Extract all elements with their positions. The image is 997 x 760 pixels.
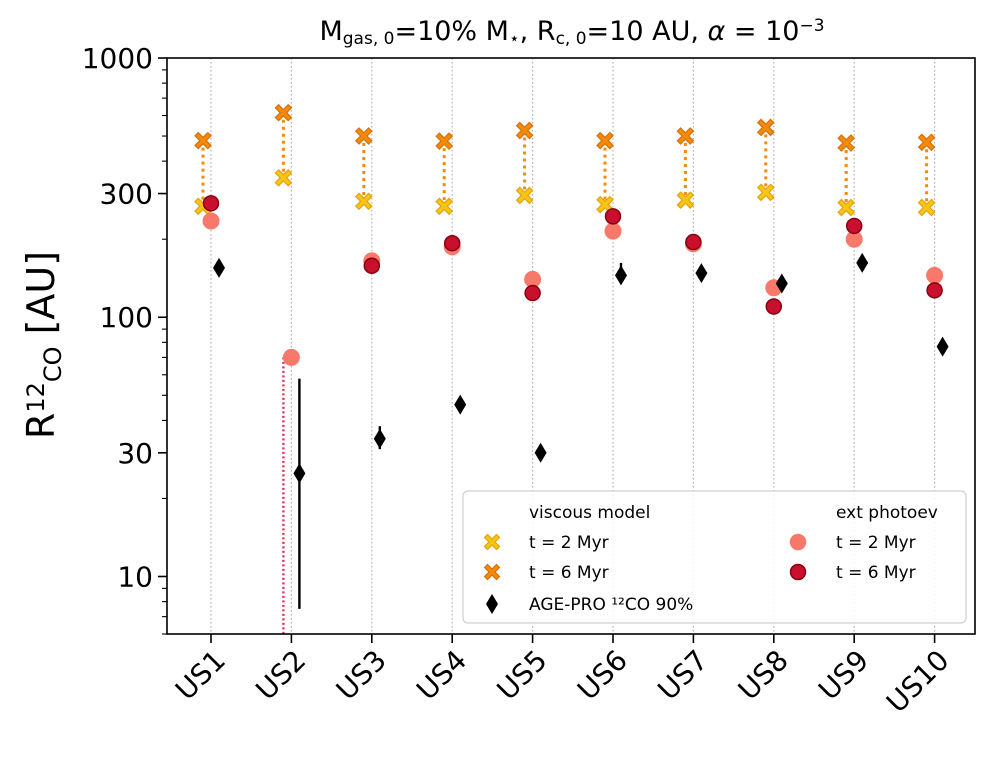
agepro-point-us7: [695, 263, 708, 284]
viscous-6myr-point-us5: [515, 121, 534, 140]
y-tick-label: 10: [117, 560, 153, 593]
x-tick-label-us3: US3: [330, 644, 393, 707]
legend-box: [462, 490, 967, 624]
agepro-point-us10: [936, 336, 949, 357]
ylabel-part: [AU]: [19, 251, 63, 347]
y-axis-label-text: R12CO [AU]: [19, 251, 67, 439]
agepro-point-us8: [775, 273, 788, 294]
title-part: c, 0: [556, 29, 587, 49]
photoevap-2myr-point-us1: [202, 212, 220, 230]
legend-marker-viscous_2: [483, 533, 501, 551]
title-part: = 10: [725, 16, 799, 47]
title-part: −3: [799, 16, 824, 36]
viscous-6myr-point-us6: [596, 131, 614, 150]
photoevap-6myr-point-us6: [604, 208, 622, 225]
x-tick-label-us5: US5: [491, 644, 554, 707]
x-tick-label-us8: US8: [732, 644, 795, 707]
viscous-2myr-point-us9: [837, 198, 856, 217]
photoevap-6myr-point-us7: [685, 233, 702, 251]
photoevap-6myr-point-us9: [845, 217, 863, 235]
y-axis-label: R12CO [AU]: [19, 251, 67, 439]
legend-col1-header: viscous model: [529, 503, 650, 523]
x-tick-label-us6: US6: [571, 644, 634, 707]
viscous-2myr-point-us3: [354, 192, 373, 211]
title-part: gas, 0: [343, 29, 395, 49]
agepro-point-us6: [615, 265, 627, 286]
chart-title: Mgas, 0=10% M⋆, Rc, 0=10 AU, α = 10−3: [319, 16, 824, 50]
viscous-6myr-point-us8: [756, 118, 775, 137]
photoevap-6myr-point-us4: [443, 234, 461, 252]
photoevap-6myr-point-us5: [524, 284, 541, 302]
viscous-6myr-point-us4: [435, 132, 454, 150]
photoevap-2myr-point-us6: [604, 222, 622, 240]
x-tick-label-us7: US7: [651, 644, 714, 707]
viscous-2myr-point-us5: [515, 186, 534, 205]
viscous-2myr-point-us7: [676, 191, 695, 209]
title-part: M: [319, 16, 342, 47]
legend-col2-header: ext photoev: [836, 503, 938, 523]
title-part: =10% M: [394, 16, 509, 47]
photoevap-6myr-point-us8: [765, 298, 783, 315]
viscous-6myr-point-us10: [917, 133, 936, 152]
y-tick-label: 300: [100, 178, 153, 211]
x-tick-label-us4: US4: [410, 644, 473, 707]
ylabel-part: CO: [39, 346, 67, 382]
x-tick-label-us1: US1: [169, 644, 232, 707]
viscous-2myr-point-us2: [274, 168, 293, 187]
legend-marker-agepro: [486, 594, 498, 614]
agepro-point-us1: [213, 257, 225, 278]
viscous-6myr-point-us1: [194, 131, 212, 150]
photoevap-6myr-point-us3: [363, 257, 381, 274]
viscous-2myr-point-us4: [435, 197, 454, 216]
viscous-2myr-point-us10: [917, 198, 936, 217]
photoevap-2myr-point-us2: [282, 348, 300, 366]
viscous-6myr-point-us2: [274, 103, 293, 122]
viscous-6myr-point-us3: [354, 127, 373, 145]
legend-marker-viscous_6: [483, 563, 501, 581]
agepro-point-us2: [293, 463, 306, 484]
photoevap-6myr-point-us1: [202, 195, 220, 212]
viscous-2myr-point-us8: [756, 183, 775, 202]
chart-title-text: Mgas, 0=10% M⋆, Rc, 0=10 AU, α = 10−3: [319, 16, 824, 50]
agepro-point-us3: [373, 428, 386, 449]
plot-frame: [166, 57, 976, 635]
legend-label-viscous_2: t = 2 Myr: [529, 533, 609, 553]
title-part: , R: [520, 16, 556, 47]
title-part: =10 AU,: [587, 16, 708, 47]
y-tick-label: 100: [100, 301, 153, 334]
x-tick-label-us9: US9: [812, 644, 875, 707]
ylabel-part: R: [19, 413, 63, 439]
agepro-point-us5: [534, 442, 547, 463]
photoevap-6myr-point-us10: [926, 282, 943, 299]
legend-marker-photo_6: [789, 563, 807, 581]
legend-label-photo_6: t = 6 Myr: [836, 563, 916, 583]
viscous-6myr-point-us7: [676, 127, 695, 145]
legend-label-photo_2: t = 2 Myr: [836, 533, 916, 553]
ylabel-part: 12: [22, 382, 50, 413]
agepro-point-us4: [454, 394, 467, 415]
photoevap-2myr-point-us10: [926, 266, 944, 284]
x-tick-label-us10: US10: [880, 644, 956, 720]
x-tick-label-us2: US2: [249, 644, 312, 707]
title-part: α: [708, 16, 726, 47]
legend-label-viscous_6: t = 6 Myr: [529, 563, 609, 583]
connectors: [201, 112, 929, 634]
agepro-point-us9: [856, 252, 869, 273]
legend: viscous model ext photoev t = 2 Myr t = 6 M…: [462, 490, 967, 624]
title-part: ⋆: [509, 29, 520, 49]
y-tick-label: 30: [117, 437, 153, 470]
markers: [194, 103, 949, 609]
y-tick-label: 1000: [82, 42, 153, 75]
viscous-6myr-point-us9: [837, 134, 856, 152]
legend-marker-photo_2: [789, 533, 807, 551]
legend-label-agepro: AGE-PRO ¹²CO 90%: [529, 595, 693, 615]
